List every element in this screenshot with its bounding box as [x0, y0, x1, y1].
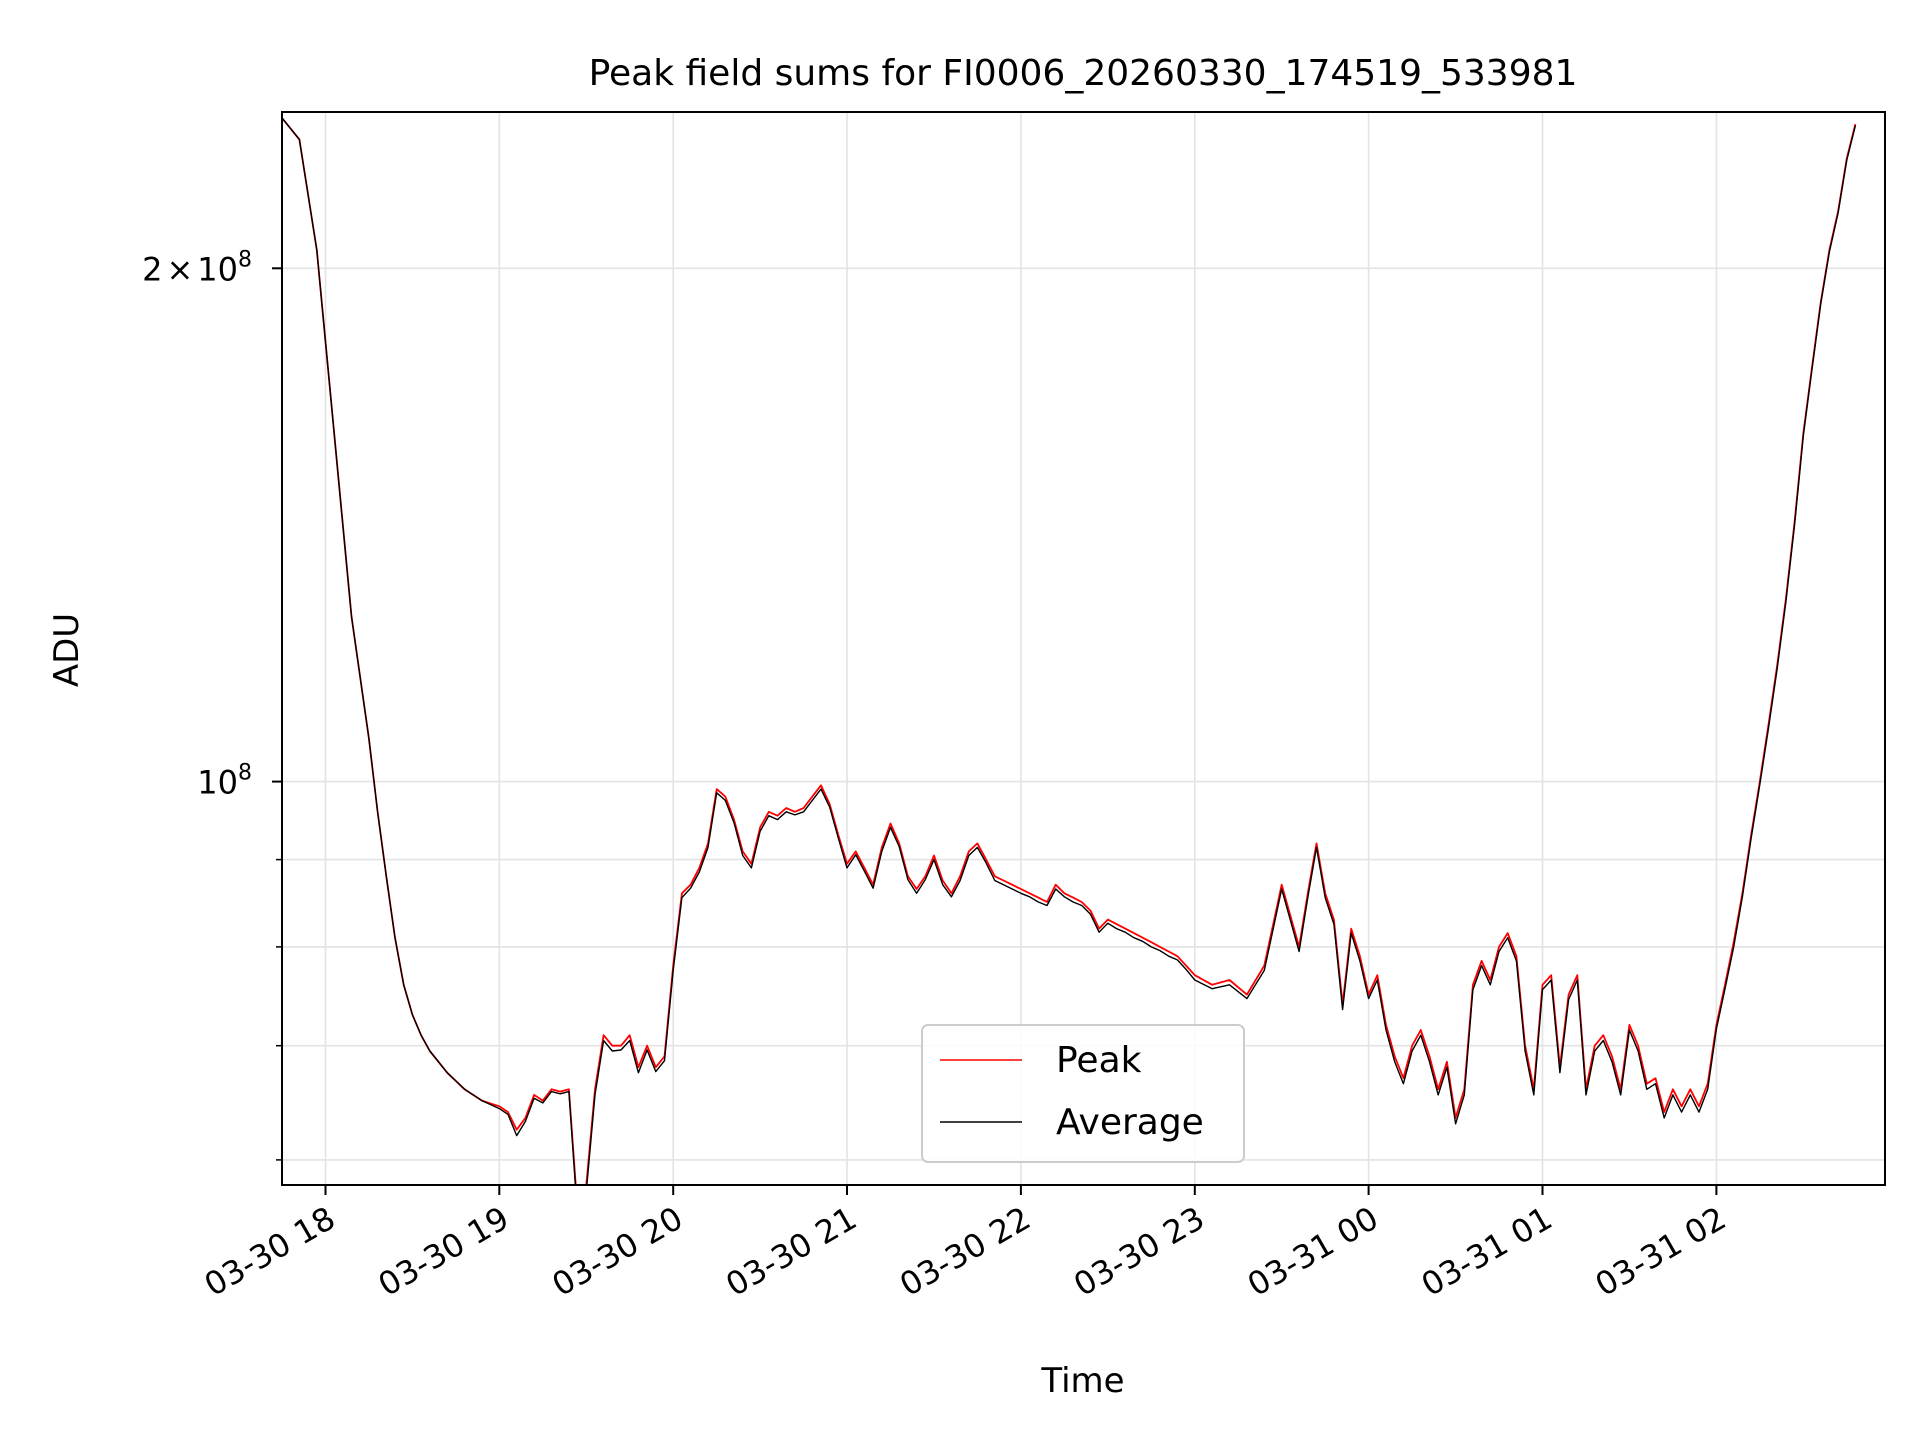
y-tick-label: 108: [197, 761, 252, 802]
y-tick-times: ×: [166, 250, 193, 288]
series-layer: [282, 117, 1857, 1185]
legend-label-peak: Peak: [1056, 1040, 1142, 1081]
plot-frame: [281, 111, 1886, 1186]
legend: Peak Average: [921, 1024, 1245, 1163]
y-tick-mantissa: 2: [142, 250, 162, 288]
y-tick-base: 10: [197, 764, 238, 802]
y-tick-exponent: 8: [238, 247, 252, 272]
legend-label-average: Average: [1056, 1102, 1204, 1143]
series-line-average: [282, 117, 1857, 1185]
chart-title: Peak field sums for FI0006_20260330_1745…: [589, 53, 1578, 94]
y-tick-exponent: 8: [238, 761, 252, 786]
y-tick-label: 2 × 108: [142, 247, 252, 288]
series-line-peak: [282, 117, 1857, 1185]
y-tick-base: 10: [197, 250, 238, 288]
x-axis-label: Time: [1040, 1361, 1124, 1401]
y-axis-label: ADU: [47, 613, 87, 687]
